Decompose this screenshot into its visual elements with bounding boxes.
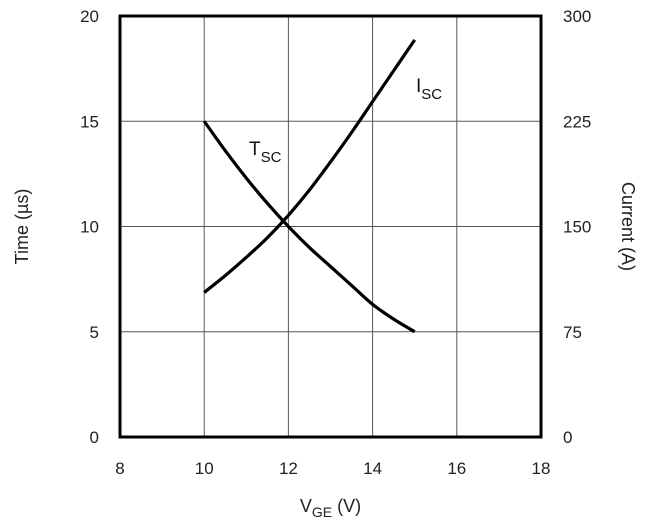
- x-axis-label-main: V: [300, 496, 312, 516]
- y-left-tick-label-20: 20: [80, 7, 99, 26]
- x-tick-label-14: 14: [363, 459, 382, 478]
- x-tick-label-8: 8: [115, 459, 124, 478]
- x-tick-label-12: 12: [279, 459, 298, 478]
- y-right-tick-label-75: 75: [563, 323, 582, 342]
- y-right-tick-label-150: 150: [563, 218, 591, 237]
- y-axis-label-right: Current (A): [618, 182, 638, 271]
- y-left-tick-label-5: 5: [90, 323, 99, 342]
- y-left-tick-label-10: 10: [80, 218, 99, 237]
- y-right-tick-label-225: 225: [563, 112, 591, 131]
- y-left-tick-label-15: 15: [80, 112, 99, 131]
- series-label-tsc: TSC: [249, 139, 282, 166]
- series-label-isc-main: I: [416, 76, 421, 97]
- x-tick-label-10: 10: [195, 459, 214, 478]
- y-right-tick-label-0: 0: [563, 428, 572, 447]
- series-line-tsc: [202, 120, 416, 334]
- y-right-tick-label-300: 300: [563, 7, 591, 26]
- series-label-tsc-sub: SC: [261, 149, 282, 166]
- x-tick-label-18: 18: [532, 459, 551, 478]
- grid: [120, 16, 541, 437]
- plot-frame: [118, 14, 543, 439]
- y-axis-label-left: Time (µs): [12, 189, 32, 265]
- x-tick-label-16: 16: [447, 459, 466, 478]
- series-line-isc: [203, 38, 417, 294]
- x-axis-label-sub: GE: [312, 504, 332, 520]
- series-label-tsc-main: T: [249, 139, 261, 160]
- y-left-tick-label-0: 0: [90, 428, 99, 447]
- x-axis-label-unit: (V): [332, 496, 361, 516]
- series-label-isc-sub: SC: [421, 86, 442, 103]
- series-layer: [202, 38, 417, 334]
- x-axis-label: VGE (V): [300, 496, 361, 520]
- series-label-isc: ISC: [416, 76, 442, 103]
- tick-labels: 8 10 12 14 16 18 0 5 10 15 20 0 75 150 225 300: [80, 7, 591, 478]
